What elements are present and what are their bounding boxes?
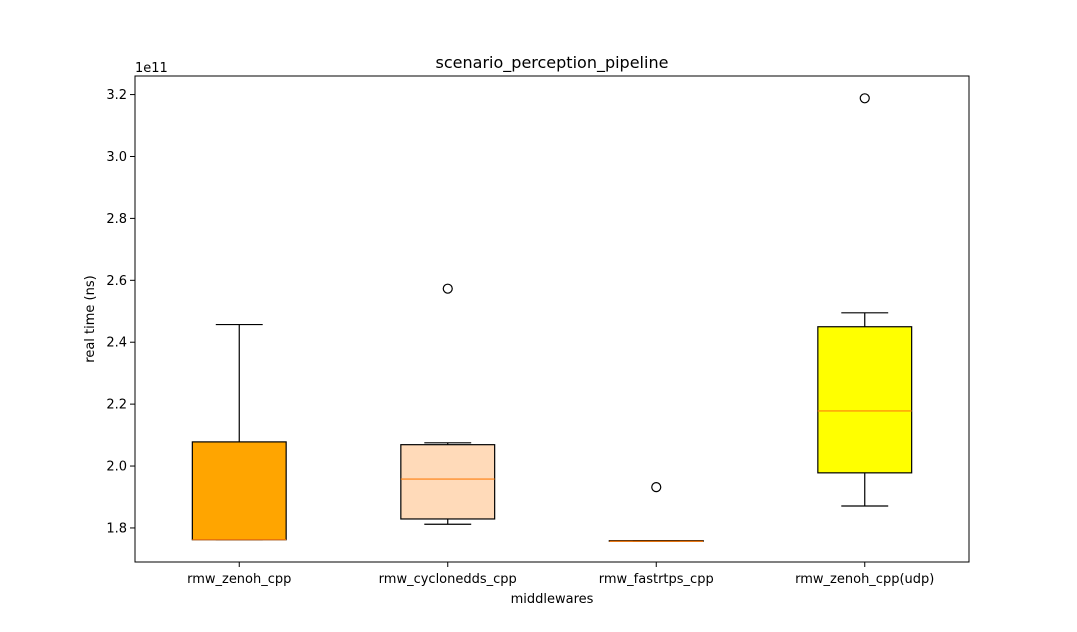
chart-title: scenario_perception_pipeline (436, 53, 669, 73)
y-tick-label: 3.2 (106, 88, 127, 103)
y-tick-label: 2.4 (106, 336, 127, 351)
outlier-point (859, 93, 870, 104)
x-tick-label: rmw_zenoh_cpp (187, 572, 291, 587)
y-tick-label: 2.2 (106, 398, 127, 413)
outlier-point (442, 283, 453, 294)
box-body (817, 326, 913, 474)
y-tick-label: 2.6 (106, 274, 127, 289)
box-body (191, 441, 287, 541)
x-axis-label: middlewares (511, 592, 594, 607)
y-tick-label: 3.0 (106, 150, 127, 165)
x-tick-label: rmw_zenoh_cpp(udp) (795, 572, 934, 587)
box-body (400, 444, 496, 520)
x-tick-label: rmw_cyclonedds_cpp (379, 572, 517, 587)
outlier-point (651, 481, 662, 493)
y-axis-label: real time (ns) (83, 275, 98, 362)
y-tick-label: 2.0 (106, 460, 127, 475)
plot-area: 1.8 2.0 2.2 2.4 2.6 2.8 3.0 3.2 rmw_zenoh_cpp rmw… (106, 88, 934, 587)
y-tick-label: 1.8 (106, 521, 127, 536)
x-tick-label: rmw_fastrtps_cpp (599, 572, 714, 587)
y-offset-label: 1e11 (135, 61, 168, 76)
axes-frame (134, 75, 970, 563)
y-tick-label: 2.8 (106, 212, 127, 227)
